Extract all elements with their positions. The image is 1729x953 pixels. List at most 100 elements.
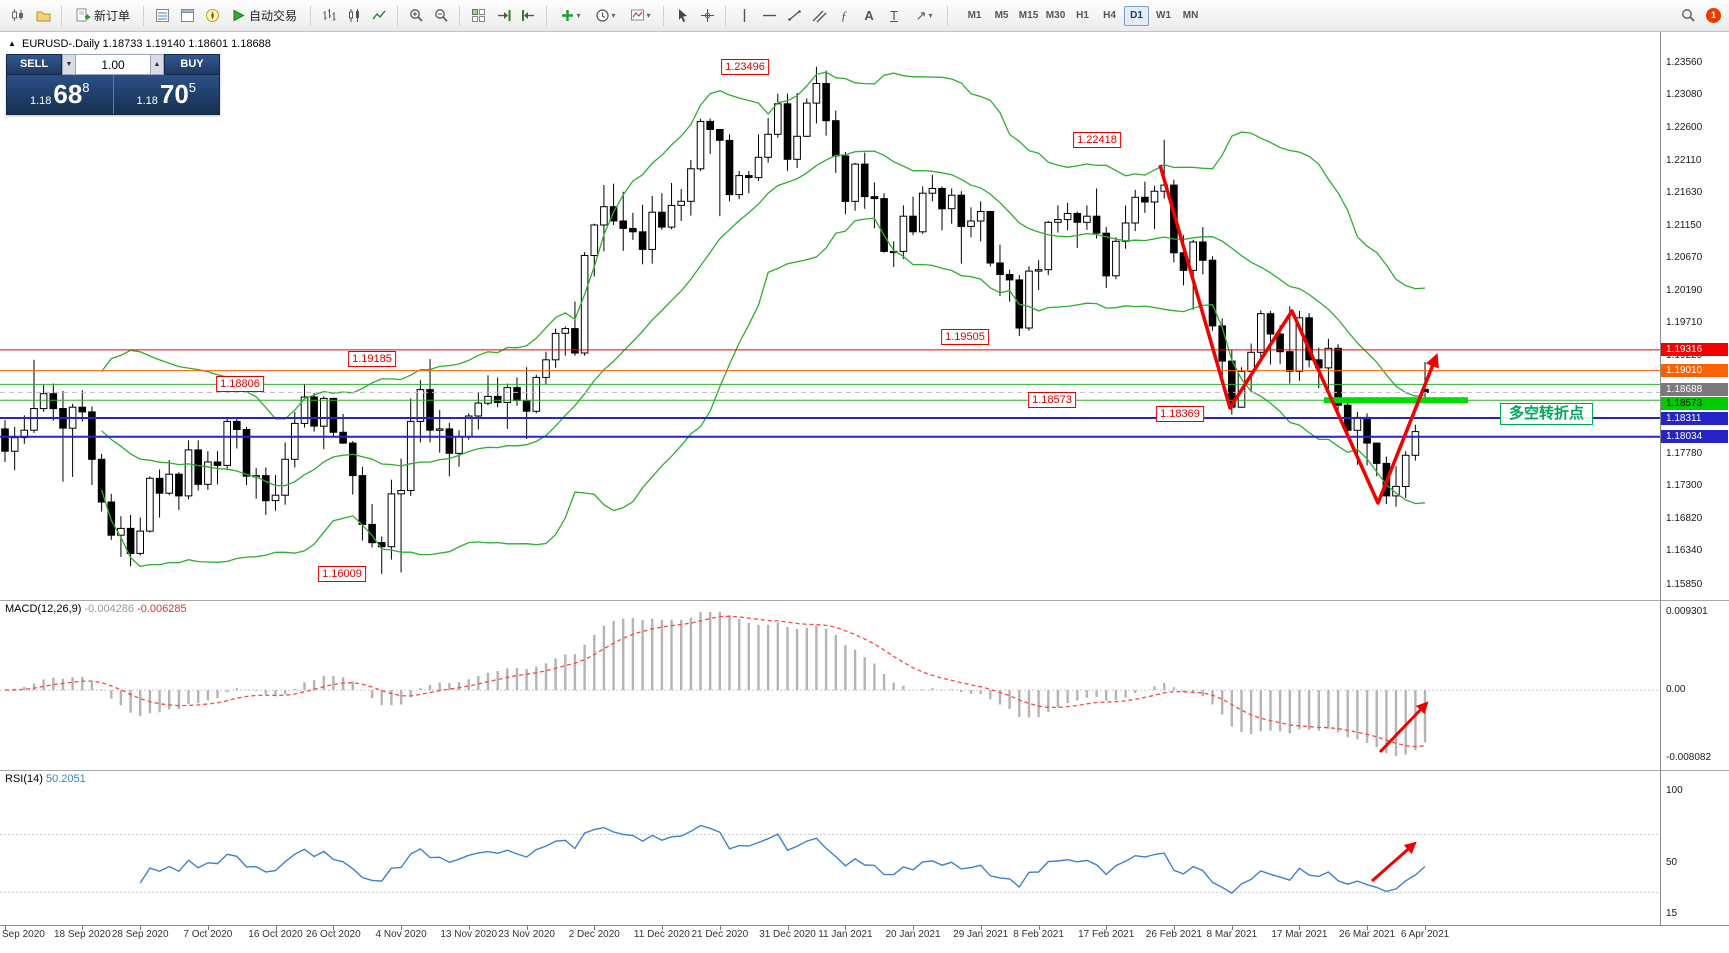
toolbar-right-group: 1 bbox=[1676, 4, 1723, 28]
arrows-tool-icon[interactable]: ↗ ▾ bbox=[915, 7, 933, 23]
price-annotation-label[interactable]: 1.19185 bbox=[348, 350, 396, 367]
new-chart-icon[interactable] bbox=[6, 4, 30, 28]
rsi-title: RSI(14) bbox=[5, 773, 43, 785]
date-axis-label: 17 Mar 2021 bbox=[1271, 929, 1328, 940]
templates-icon[interactable]: ▾ bbox=[623, 4, 657, 28]
toolbar-separator bbox=[143, 5, 145, 26]
fibonacci-icon[interactable]: ƒ bbox=[840, 7, 848, 23]
timeframe-button-MN[interactable]: MN bbox=[1178, 6, 1203, 26]
price-annotation-label[interactable]: 1.23496 bbox=[721, 58, 769, 75]
date-axis-label: 17 Feb 2021 bbox=[1078, 929, 1135, 940]
price-axis-label: 1.15850 bbox=[1666, 578, 1703, 590]
autotrade-play-icon bbox=[233, 9, 245, 22]
price-axis-label: 1.22600 bbox=[1666, 121, 1703, 133]
rsi-axis-label: 15 bbox=[1666, 908, 1678, 920]
text-label-icon[interactable]: T bbox=[890, 7, 898, 23]
date-axis-tick bbox=[661, 926, 663, 930]
rsi-pane-separator[interactable] bbox=[0, 770, 1729, 771]
price-axis-label: 1.17300 bbox=[1666, 480, 1703, 492]
ask-price[interactable]: 1.18 70 5 bbox=[114, 75, 220, 114]
channel-icon[interactable] bbox=[807, 4, 831, 28]
date-axis-tick bbox=[1038, 926, 1040, 930]
price-axis-marker: 1.19010 bbox=[1661, 364, 1728, 378]
price-axis-marker: 1.18034 bbox=[1661, 430, 1728, 444]
autotrade-button[interactable]: 自动交易 bbox=[225, 4, 304, 28]
trendline-icon[interactable] bbox=[782, 4, 806, 28]
price-axis-label: 1.17780 bbox=[1666, 447, 1703, 459]
volume-increase-button[interactable]: ▲ bbox=[150, 54, 164, 75]
date-axis-tick bbox=[207, 926, 209, 930]
tile-windows-icon[interactable] bbox=[466, 4, 490, 28]
macd-title: MACD(12,26,9) bbox=[5, 603, 82, 615]
zoom-out-icon[interactable] bbox=[429, 4, 453, 28]
vertical-line-icon[interactable] bbox=[732, 4, 756, 28]
horizontal-line-icon[interactable] bbox=[757, 4, 781, 28]
macd-axis-label: 0.00 bbox=[1666, 684, 1686, 696]
notification-badge[interactable]: 1 bbox=[1706, 8, 1721, 23]
price-axis-label: 1.20190 bbox=[1666, 284, 1703, 296]
timeframe-button-M1[interactable]: M1 bbox=[962, 6, 987, 26]
date-axis-label: 8 Mar 2021 bbox=[1206, 929, 1258, 940]
timeframe-button-M30[interactable]: M30 bbox=[1043, 6, 1068, 26]
date-axis-label: 29 Jan 2021 bbox=[953, 929, 1009, 940]
price-annotation-label[interactable]: 1.18806 bbox=[216, 376, 264, 393]
price-axis-label: 1.21630 bbox=[1666, 187, 1703, 199]
bid-price[interactable]: 1.18 68 8 bbox=[7, 75, 113, 114]
price-annotation-label[interactable]: 1.22418 bbox=[1073, 131, 1121, 148]
text-icon[interactable]: A bbox=[864, 8, 874, 23]
ask-price-main: 1.18 bbox=[136, 95, 158, 107]
new-order-button[interactable]: 新订单 bbox=[68, 4, 137, 28]
sell-button[interactable]: SELL bbox=[6, 54, 62, 75]
candlestick-chart-type-icon[interactable] bbox=[342, 4, 366, 28]
price-axis-label: 1.21150 bbox=[1666, 219, 1702, 231]
one-click-collapse-icon[interactable]: ▲ bbox=[8, 39, 16, 48]
periods-icon[interactable]: ▾ bbox=[588, 4, 622, 28]
volume-input[interactable] bbox=[76, 54, 150, 75]
timeframe-button-H4[interactable]: H4 bbox=[1097, 6, 1122, 26]
cursor-icon[interactable] bbox=[670, 4, 694, 28]
price-annotation-label[interactable]: 1.18573 bbox=[1028, 392, 1076, 409]
volume-decrease-button[interactable]: ▼ bbox=[62, 54, 76, 75]
ask-price-big: 70 bbox=[159, 79, 189, 109]
date-axis-tick bbox=[980, 926, 982, 930]
chart-shift-icon[interactable] bbox=[516, 4, 540, 28]
data-window-icon[interactable] bbox=[175, 4, 199, 28]
price-annotation-label[interactable]: 1.16009 bbox=[318, 565, 366, 582]
macd-pane-separator[interactable] bbox=[0, 600, 1729, 601]
crosshair-icon[interactable] bbox=[695, 4, 719, 28]
date-axis-tick bbox=[401, 926, 403, 930]
zoom-in-icon[interactable] bbox=[404, 4, 428, 28]
timeframe-button-M5[interactable]: M5 bbox=[989, 6, 1014, 26]
date-axis-tick bbox=[1425, 926, 1426, 930]
rsi-axis-label: 100 bbox=[1666, 784, 1683, 796]
date-axis-label: 26 Oct 2020 bbox=[306, 929, 361, 940]
date-axis-tick bbox=[594, 926, 596, 930]
line-chart-type-icon[interactable] bbox=[367, 4, 391, 28]
date-axis-tick bbox=[333, 926, 335, 930]
date-axis-label: 6 Apr 2021 bbox=[1400, 929, 1450, 940]
timeframe-button-M15[interactable]: M15 bbox=[1016, 6, 1041, 26]
turning-point-annotation[interactable]: 多空转折点 bbox=[1500, 403, 1594, 425]
date-axis-label: 26 Feb 2021 bbox=[1145, 929, 1202, 940]
date-axis-label: 8 Feb 2021 bbox=[1013, 929, 1064, 940]
new-order-icon bbox=[76, 8, 90, 22]
search-icon[interactable] bbox=[1676, 4, 1700, 28]
navigator-icon[interactable] bbox=[200, 4, 224, 28]
auto-scroll-icon[interactable] bbox=[491, 4, 515, 28]
timeframe-button-H1[interactable]: H1 bbox=[1070, 6, 1095, 26]
timeframe-button-W1[interactable]: W1 bbox=[1151, 6, 1176, 26]
macd-axis-label: -0.008082 bbox=[1666, 752, 1712, 763]
profiles-icon[interactable] bbox=[31, 4, 55, 28]
indicators-icon[interactable]: ▾ bbox=[553, 4, 587, 28]
price-annotation-label[interactable]: 1.19505 bbox=[941, 329, 989, 346]
market-watch-icon[interactable] bbox=[150, 4, 174, 28]
bar-chart-type-icon[interactable] bbox=[317, 4, 341, 28]
date-axis-tick bbox=[275, 926, 277, 930]
timeframe-button-D1[interactable]: D1 bbox=[1124, 5, 1150, 26]
price-annotation-label[interactable]: 1.18369 bbox=[1156, 406, 1204, 422]
toolbar-separator bbox=[310, 5, 312, 26]
buy-button[interactable]: BUY bbox=[164, 54, 220, 75]
price-axis-marker: 1.18573 bbox=[1661, 396, 1728, 410]
